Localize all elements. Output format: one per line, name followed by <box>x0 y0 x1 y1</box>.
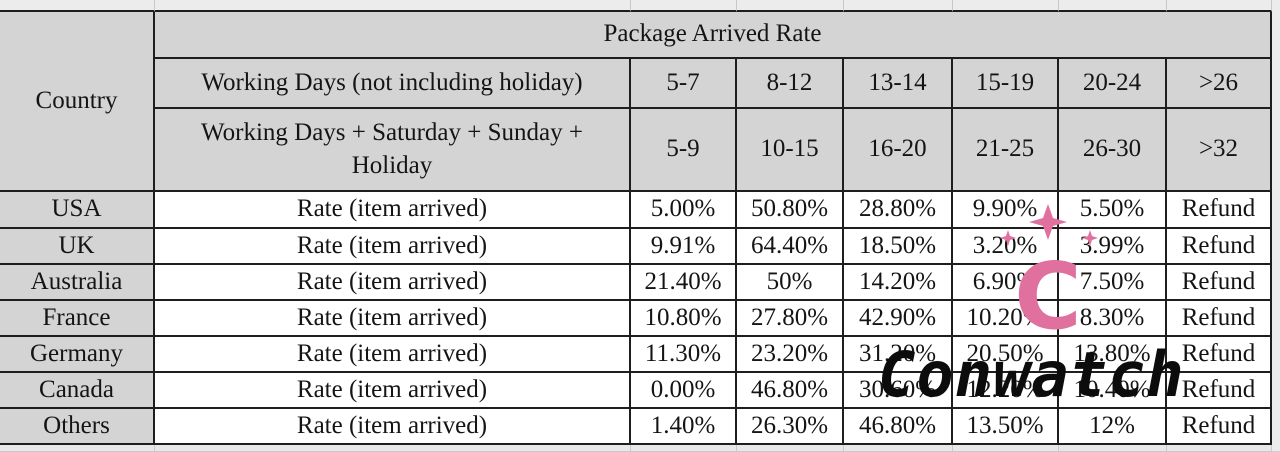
country-cell[interactable]: Others <box>0 409 155 445</box>
country-cell[interactable]: Germany <box>0 337 155 373</box>
metric-cell[interactable]: Rate (item arrived) <box>155 301 631 337</box>
rate-cell[interactable]: 10.40% <box>1059 373 1167 409</box>
rate-cell[interactable]: 31.20% <box>844 337 953 373</box>
metric-cell[interactable]: Rate (item arrived) <box>155 229 631 265</box>
country-cell[interactable]: France <box>0 301 155 337</box>
metric-cell[interactable]: Rate (item arrived) <box>155 192 631 229</box>
metric-cell[interactable]: Rate (item arrived) <box>155 265 631 301</box>
rate-cell[interactable]: 10.80% <box>631 301 737 337</box>
top-strip <box>737 0 844 12</box>
working-day-range-2[interactable]: 8-12 <box>737 59 844 109</box>
rate-cell[interactable]: 28.80% <box>844 192 953 229</box>
rate-cell[interactable]: 3.20% <box>953 229 1059 265</box>
all-day-range-6[interactable]: >32 <box>1167 109 1272 192</box>
rate-cell[interactable]: 27.80% <box>737 301 844 337</box>
rate-cell[interactable]: 3.99% <box>1059 229 1167 265</box>
all-day-range-3[interactable]: 16-20 <box>844 109 953 192</box>
top-strip <box>1059 0 1167 12</box>
all-day-range-2[interactable]: 10-15 <box>737 109 844 192</box>
metric-cell[interactable]: Rate (item arrived) <box>155 337 631 373</box>
rate-cell[interactable]: 42.90% <box>844 301 953 337</box>
working-day-range-4[interactable]: 15-19 <box>953 59 1059 109</box>
country-cell[interactable]: USA <box>0 192 155 229</box>
all-day-range-4[interactable]: 21-25 <box>953 109 1059 192</box>
rate-cell[interactable]: 30.60% <box>844 373 953 409</box>
rate-cell[interactable]: 26.30% <box>737 409 844 445</box>
rate-cell[interactable]: 64.40% <box>737 229 844 265</box>
rate-cell[interactable]: 50.80% <box>737 192 844 229</box>
rate-cell[interactable]: 9.90% <box>953 192 1059 229</box>
country-cell[interactable]: UK <box>0 229 155 265</box>
rate-cell[interactable]: 0.00% <box>631 373 737 409</box>
table-title[interactable]: Package Arrived Rate <box>155 12 1272 59</box>
metric-cell[interactable]: Rate (item arrived) <box>155 409 631 445</box>
empty-cell[interactable] <box>844 445 953 452</box>
rate-cell[interactable]: 14.20% <box>844 265 953 301</box>
empty-cell[interactable] <box>737 445 844 452</box>
rate-cell[interactable]: 13.50% <box>953 409 1059 445</box>
top-strip <box>1167 0 1272 12</box>
working-day-range-1[interactable]: 5-7 <box>631 59 737 109</box>
empty-cell[interactable] <box>631 445 737 452</box>
working-day-range-6[interactable]: >26 <box>1167 59 1272 109</box>
metric-cell[interactable]: Rate (item arrived) <box>155 373 631 409</box>
empty-cell[interactable] <box>155 445 631 452</box>
rate-cell[interactable]: 9.91% <box>631 229 737 265</box>
working-day-range-3[interactable]: 13-14 <box>844 59 953 109</box>
rate-cell[interactable]: 5.50% <box>1059 192 1167 229</box>
rate-cell[interactable]: 8.30% <box>1059 301 1167 337</box>
top-strip <box>844 0 953 12</box>
country-cell[interactable]: Canada <box>0 373 155 409</box>
rate-cell[interactable]: 18.50% <box>844 229 953 265</box>
top-strip <box>631 0 737 12</box>
rate-cell[interactable]: 11.30% <box>631 337 737 373</box>
top-strip <box>155 0 631 12</box>
rate-cell[interactable]: 12% <box>1059 409 1167 445</box>
working-days-label[interactable]: Working Days (not including holiday) <box>155 59 631 109</box>
empty-cell[interactable] <box>953 445 1059 452</box>
rate-cell[interactable]: 21.40% <box>631 265 737 301</box>
rate-cell[interactable]: 12.20% <box>953 373 1059 409</box>
rate-cell[interactable]: 46.80% <box>844 409 953 445</box>
rate-cell[interactable]: 13.80% <box>1059 337 1167 373</box>
country-header[interactable]: Country <box>0 12 155 192</box>
rate-cell[interactable]: 20.50% <box>953 337 1059 373</box>
top-strip <box>0 0 155 12</box>
rate-cell[interactable]: 23.20% <box>737 337 844 373</box>
empty-cell[interactable] <box>1059 445 1167 452</box>
working-day-range-5[interactable]: 20-24 <box>1059 59 1167 109</box>
rate-cell[interactable]: 50% <box>737 265 844 301</box>
all-days-label[interactable]: Working Days + Saturday + Sunday + Holid… <box>155 109 631 192</box>
rate-cell[interactable]: 7.50% <box>1059 265 1167 301</box>
rate-cell[interactable]: Refund <box>1167 337 1272 373</box>
rate-cell[interactable]: Refund <box>1167 192 1272 229</box>
right-gutter <box>1272 0 1280 452</box>
top-strip <box>953 0 1059 12</box>
rate-cell[interactable]: 6.90% <box>953 265 1059 301</box>
all-day-range-5[interactable]: 26-30 <box>1059 109 1167 192</box>
rate-cell[interactable]: 46.80% <box>737 373 844 409</box>
rate-cell[interactable]: 5.00% <box>631 192 737 229</box>
empty-cell[interactable] <box>1167 445 1272 452</box>
rate-cell[interactable]: 1.40% <box>631 409 737 445</box>
empty-cell[interactable] <box>0 445 155 452</box>
rate-cell[interactable]: Refund <box>1167 229 1272 265</box>
rate-cell[interactable]: Refund <box>1167 409 1272 445</box>
rate-cell[interactable]: Refund <box>1167 265 1272 301</box>
rate-cell[interactable]: 10.20% <box>953 301 1059 337</box>
country-cell[interactable]: Australia <box>0 265 155 301</box>
rate-cell[interactable]: Refund <box>1167 301 1272 337</box>
rate-cell[interactable]: Refund <box>1167 373 1272 409</box>
all-day-range-1[interactable]: 5-9 <box>631 109 737 192</box>
